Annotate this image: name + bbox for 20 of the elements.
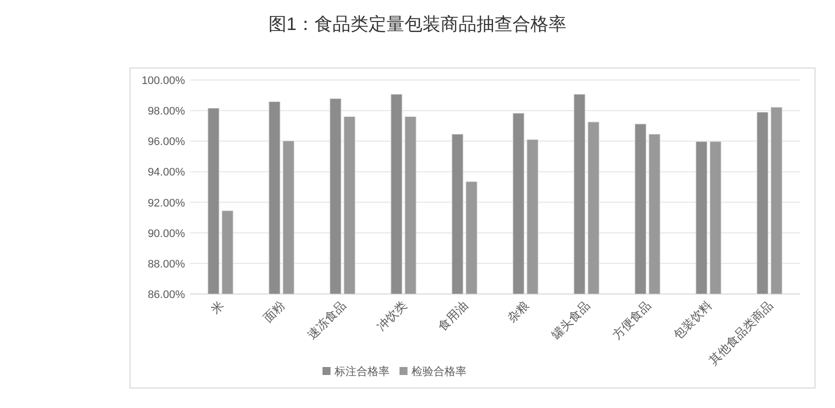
x-tick-label: 方便食品 [610, 298, 654, 342]
legend-label: 标注合格率 [334, 365, 390, 378]
y-tick-label: 98.00% [148, 106, 186, 118]
x-tick-label: 面粉 [260, 298, 288, 326]
x-tick-label: 杂粮 [504, 298, 532, 326]
x-tick-label: 冲饮类 [374, 298, 410, 334]
y-tick-label: 90.00% [148, 228, 186, 240]
y-tick-label: 92.00% [148, 197, 186, 210]
x-tick-label: 包装饮料 [670, 298, 715, 342]
y-tick-label: 94.00% [148, 166, 186, 179]
legend-label: 检验合格率 [412, 365, 466, 378]
x-tick-label: 食用油 [435, 298, 471, 334]
x-tick-label: 速冻食品 [304, 298, 349, 342]
y-tick-label: 88.00% [148, 258, 186, 270]
x-tick-label: 米 [208, 298, 227, 317]
y-tick-label: 96.00% [148, 136, 186, 148]
chart-title: 图1：食品类定量包装商品抽查合格率 [268, 14, 567, 34]
x-tick-label: 罐头食品 [548, 298, 593, 342]
y-tick-label: 86.00% [148, 289, 186, 301]
y-tick-label: 100.00% [142, 75, 186, 87]
